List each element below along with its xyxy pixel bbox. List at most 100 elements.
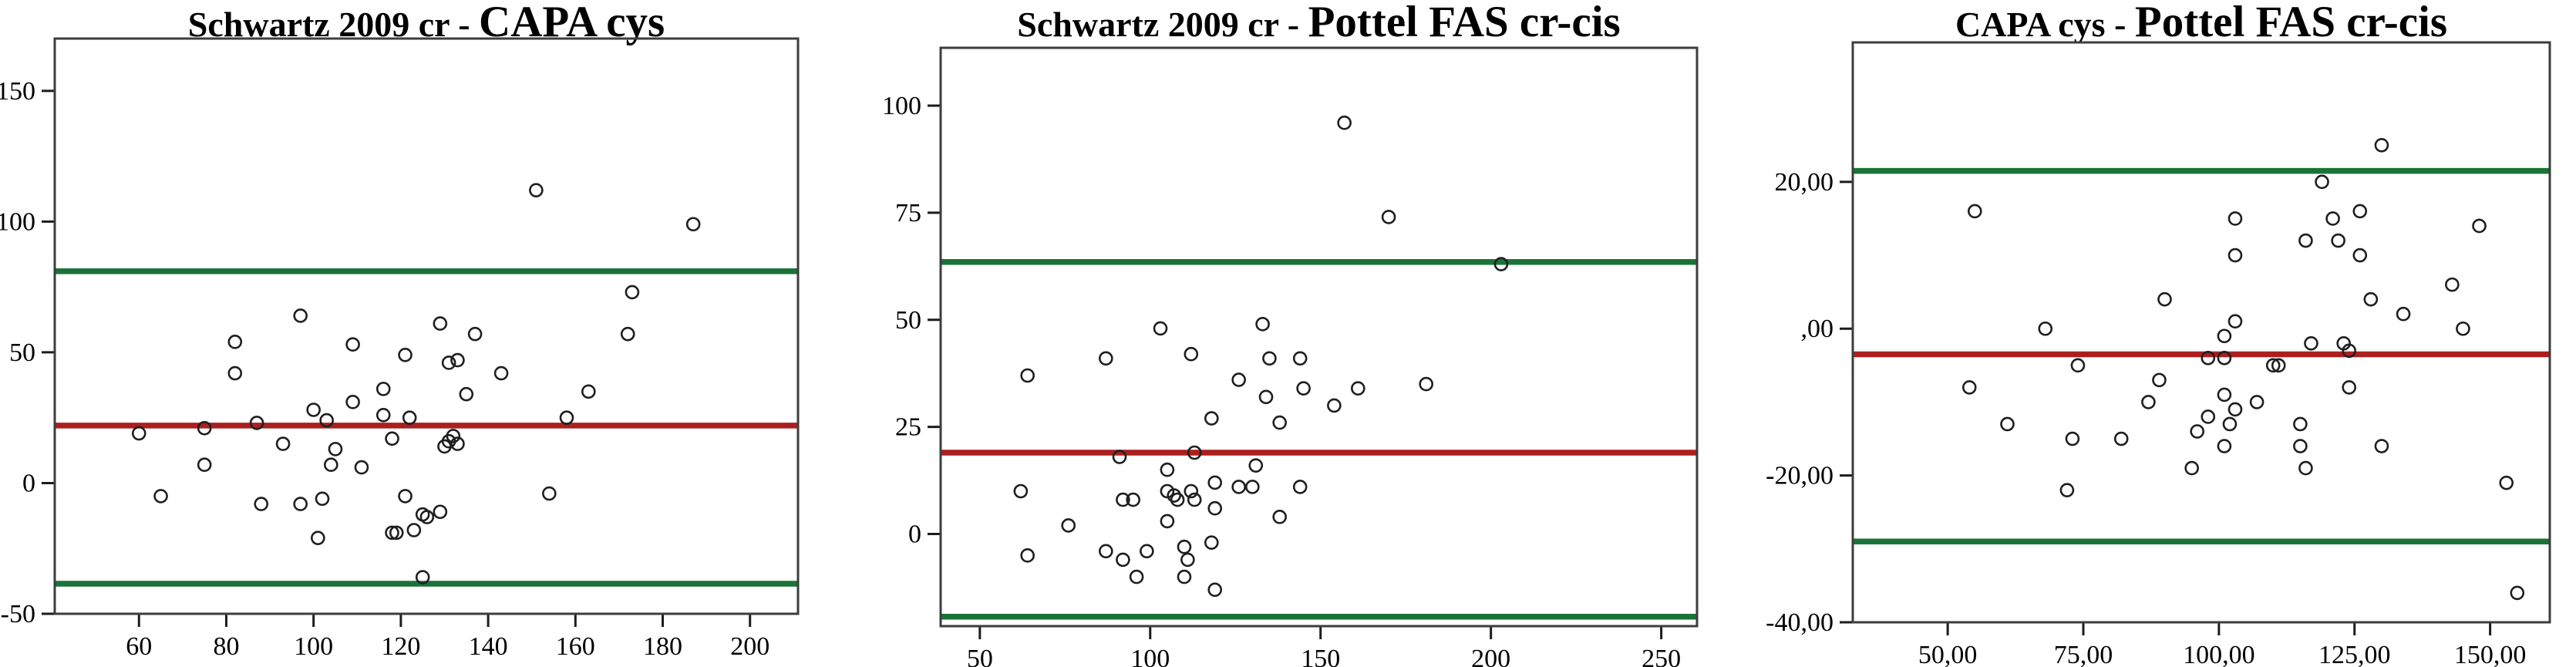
- data-point: [1207, 500, 1223, 516]
- plot-border: [939, 46, 1699, 628]
- data-point: [1327, 398, 1342, 413]
- data-point: [398, 489, 412, 504]
- data-point: [402, 410, 417, 425]
- y-tick-label: 100: [882, 92, 921, 120]
- data-point: [1255, 317, 1270, 332]
- data-point: [493, 366, 509, 381]
- y-tick-label: 50: [9, 339, 35, 367]
- data-point: [2157, 291, 2172, 307]
- data-point: [437, 439, 452, 454]
- data-point: [1170, 492, 1185, 507]
- data-point: [406, 523, 422, 537]
- data-point: [293, 497, 308, 511]
- data-point: [2331, 233, 2345, 248]
- data-point: [620, 326, 635, 342]
- data-point: [2293, 439, 2308, 453]
- data-point: [2059, 483, 2075, 497]
- data-point: [415, 570, 430, 584]
- chart-panel-2: Schwartz 2009 cr - Pottel FAS cr-cis 50 10…: [859, 0, 1717, 667]
- x-tick-label: 140: [469, 632, 508, 661]
- data-point: [398, 347, 412, 362]
- x-tick-label: 150,00: [2454, 641, 2527, 667]
- data-point: [2396, 306, 2411, 322]
- data-point: [1116, 552, 1130, 568]
- data-point: [1184, 483, 1199, 499]
- data-point: [1187, 445, 1202, 460]
- y-tick-label: 25: [895, 413, 921, 442]
- data-point: [293, 308, 308, 323]
- data-point: [1337, 115, 1352, 130]
- data-point: [2304, 335, 2318, 351]
- data-point: [2201, 351, 2216, 366]
- data-point: [2227, 248, 2243, 263]
- data-point: [254, 497, 269, 511]
- data-point: [625, 285, 640, 300]
- data-point: [328, 442, 343, 456]
- data-point: [419, 510, 435, 524]
- data-point: [2265, 358, 2281, 373]
- title-part-large: Pottel FAS cr-cis: [2134, 0, 2448, 46]
- data-point: [1493, 257, 1509, 271]
- data-point: [542, 486, 557, 501]
- data-point: [2363, 291, 2379, 307]
- data-point: [2070, 358, 2086, 373]
- data-point: [2065, 431, 2080, 446]
- x-tick-label: 200: [1471, 645, 1510, 667]
- data-point: [1160, 514, 1175, 529]
- data-point: [1187, 492, 1202, 507]
- data-point: [354, 460, 369, 475]
- data-point: [311, 531, 325, 545]
- data-point: [2315, 174, 2329, 190]
- data-point: [450, 352, 465, 368]
- x-tick-label: 160: [556, 632, 595, 661]
- x-tick-label: 150: [1301, 645, 1340, 667]
- data-point: [1272, 415, 1287, 430]
- data-point: [2000, 416, 2015, 432]
- data-point: [1231, 372, 1246, 387]
- data-point: [345, 337, 360, 352]
- data-point: [1292, 351, 1308, 366]
- data-point: [375, 407, 391, 423]
- y-tick-label: 100: [0, 207, 35, 236]
- y-tick-label: 0: [22, 469, 35, 497]
- chart-title: Schwartz 2009 cr - Pottel FAS cr-cis: [1017, 0, 1620, 56]
- data-point: [1262, 351, 1277, 366]
- data-point: [319, 413, 334, 428]
- data-point: [2352, 204, 2368, 219]
- data-point: [2227, 314, 2243, 329]
- data-point: [581, 384, 596, 399]
- data-point: [685, 217, 701, 232]
- data-point: [1020, 368, 1035, 383]
- data-point: [1177, 539, 1192, 554]
- data-point: [275, 436, 291, 451]
- data-point: [2342, 343, 2357, 359]
- data-point: [1245, 480, 1260, 494]
- data-point: [2456, 321, 2470, 336]
- data-point: [1961, 380, 1977, 395]
- data-point: [197, 457, 212, 473]
- data-point: [2190, 424, 2205, 439]
- y-tick-label: ,00: [1801, 315, 1834, 343]
- data-point: [1129, 569, 1144, 584]
- data-point: [375, 382, 391, 396]
- data-point: [1258, 389, 1274, 405]
- data-point: [2152, 372, 2167, 388]
- data-point: [324, 457, 338, 473]
- data-point: [467, 326, 483, 342]
- data-point: [2217, 439, 2232, 453]
- data-point: [197, 420, 212, 436]
- data-point: [559, 410, 574, 425]
- data-point: [227, 366, 243, 381]
- data-point: [1167, 488, 1181, 503]
- data-point: [131, 426, 146, 441]
- title-part-large: Pottel FAS cr-cis: [1308, 0, 1621, 46]
- data-point: [1967, 204, 1982, 219]
- x-tick-label: 100: [1130, 645, 1170, 667]
- data-point: [2271, 358, 2286, 373]
- data-point: [2472, 218, 2487, 234]
- data-point: [2445, 277, 2460, 292]
- data-point: [2249, 395, 2265, 409]
- data-point: [1231, 480, 1246, 494]
- y-tick-label: -20,00: [1766, 462, 1834, 490]
- y-tick-label: 0: [908, 520, 921, 549]
